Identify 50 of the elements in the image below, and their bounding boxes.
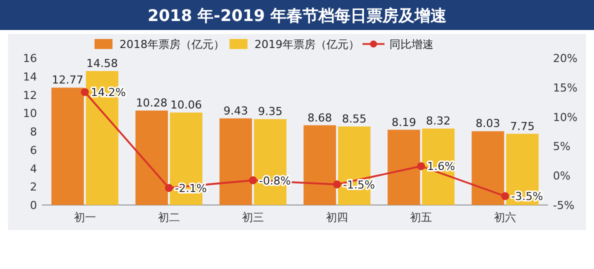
data-label: 9.35: [258, 105, 282, 118]
bar: [304, 125, 336, 205]
data-label: 10.06: [170, 98, 202, 112]
y2-tick-label: -5%: [553, 199, 574, 212]
y-tick-label: 12: [23, 88, 37, 102]
legend-label: 同比增速: [390, 38, 434, 51]
data-label: 8.19: [392, 116, 416, 129]
y2-tick-label: 5%: [553, 140, 570, 154]
data-label: 14.58: [86, 57, 118, 70]
x-tick-label: 初四: [326, 211, 348, 224]
x-tick-label: 初五: [410, 211, 432, 224]
y2-tick-label: 15%: [553, 81, 578, 94]
bar: [220, 118, 252, 205]
point: [80, 88, 89, 96]
y-tick-label: 14: [23, 70, 37, 84]
y-tick-label: 2: [30, 180, 37, 194]
point: [164, 184, 173, 192]
x-tick-label: 初三: [242, 211, 264, 224]
data-label: 8.03: [476, 117, 500, 130]
point: [417, 162, 426, 170]
y-tick-label: 0: [30, 199, 37, 212]
bar: [388, 130, 420, 205]
y-tick-label: 16: [23, 52, 37, 65]
x-tick-label: 初二: [158, 211, 180, 224]
data-label: 8.32: [426, 114, 451, 128]
data-label: 12.77: [52, 74, 84, 87]
y2-tick-label: 0%: [553, 170, 570, 183]
legend-label: 2019年票房（亿元）: [254, 38, 360, 51]
point: [501, 192, 510, 200]
x-tick-label: 初一: [74, 211, 96, 224]
bar: [51, 88, 84, 205]
bar: [135, 110, 168, 205]
point: [248, 176, 257, 184]
y-tick-label: 4: [30, 162, 37, 176]
data-label: 9.43: [223, 104, 248, 118]
y2-tick-label: 10%: [553, 110, 578, 124]
point: [333, 180, 342, 188]
legend-label: 2018年票房（亿元）: [120, 38, 224, 51]
y-tick-label: 8: [30, 126, 37, 138]
y-tick-label: 10: [23, 107, 37, 120]
data-label: 8.55: [342, 112, 367, 126]
bar: [472, 131, 504, 205]
data-label: 8.68: [308, 111, 332, 124]
x-tick-label: 初六: [494, 211, 516, 224]
y2-tick-label: 20%: [553, 52, 578, 65]
y-tick-label: 6: [30, 144, 37, 157]
data-label: 7.75: [510, 120, 535, 133]
data-label: 1.6%: [427, 160, 456, 174]
data-label: 10.28: [136, 96, 168, 110]
chart-title: 2018 年-2019 年春节档每日票房及增速: [148, 6, 448, 25]
